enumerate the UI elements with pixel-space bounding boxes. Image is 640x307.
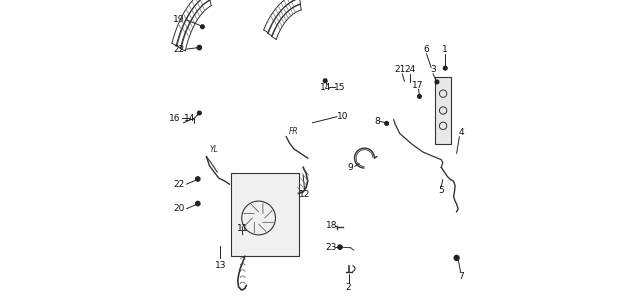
Text: 5: 5 — [438, 186, 444, 195]
Text: 2: 2 — [346, 282, 351, 292]
Text: FR: FR — [289, 126, 299, 136]
Circle shape — [338, 245, 342, 249]
Circle shape — [198, 111, 201, 115]
FancyBboxPatch shape — [435, 77, 451, 144]
Text: 4: 4 — [459, 127, 465, 137]
Text: 23: 23 — [326, 243, 337, 252]
Circle shape — [418, 95, 421, 98]
Text: 8: 8 — [374, 117, 380, 126]
Text: 15: 15 — [334, 83, 346, 92]
Text: 16: 16 — [170, 114, 181, 123]
FancyBboxPatch shape — [231, 173, 298, 256]
Circle shape — [196, 177, 200, 181]
Text: 9: 9 — [348, 163, 353, 172]
Text: 1: 1 — [442, 45, 448, 54]
Text: 22: 22 — [173, 180, 184, 189]
Text: 19: 19 — [173, 15, 184, 25]
Text: 17: 17 — [412, 81, 423, 91]
Text: YL: YL — [210, 145, 218, 154]
Circle shape — [454, 255, 459, 260]
Circle shape — [197, 45, 202, 50]
Text: 3: 3 — [430, 64, 436, 74]
Circle shape — [385, 122, 388, 125]
Text: 24: 24 — [404, 64, 415, 74]
Text: 14: 14 — [184, 114, 195, 123]
Text: 21: 21 — [395, 64, 406, 74]
Text: 22: 22 — [173, 45, 184, 54]
Circle shape — [196, 201, 200, 206]
Circle shape — [435, 80, 439, 84]
Text: 6: 6 — [424, 45, 429, 54]
Text: 10: 10 — [337, 112, 349, 121]
Circle shape — [200, 25, 204, 29]
Text: 7: 7 — [458, 272, 463, 281]
Text: 12: 12 — [299, 190, 310, 200]
Text: 11: 11 — [237, 224, 248, 233]
Text: 14: 14 — [320, 83, 332, 92]
Circle shape — [444, 66, 447, 70]
Text: 20: 20 — [173, 204, 184, 213]
Circle shape — [323, 79, 327, 83]
Text: 13: 13 — [214, 261, 226, 270]
Text: 18: 18 — [326, 221, 337, 230]
